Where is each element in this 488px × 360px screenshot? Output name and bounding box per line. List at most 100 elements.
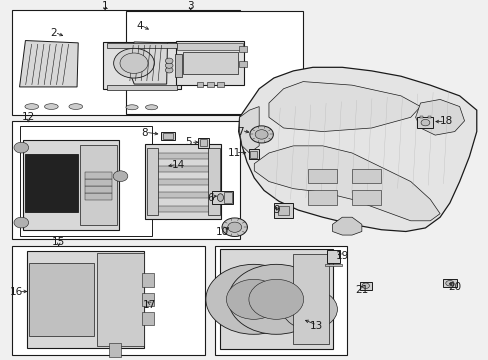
Text: 5: 5 [184, 137, 191, 147]
Bar [177, 44, 243, 50]
Bar [326, 250, 340, 263]
Bar [102, 42, 181, 89]
Bar [145, 144, 221, 219]
Circle shape [205, 264, 301, 334]
Ellipse shape [25, 104, 39, 109]
Bar [183, 52, 237, 74]
Circle shape [420, 120, 429, 126]
Bar [12, 246, 205, 355]
Bar [427, 116, 430, 118]
Bar [106, 85, 177, 90]
Bar [419, 116, 422, 118]
Bar [163, 133, 173, 139]
Bar [23, 140, 118, 230]
Bar [85, 179, 112, 186]
Bar [176, 41, 244, 85]
Circle shape [282, 289, 337, 329]
Bar [20, 126, 151, 236]
Circle shape [14, 217, 29, 228]
Circle shape [120, 53, 148, 73]
Bar [142, 312, 153, 325]
Bar [239, 61, 247, 67]
Bar [417, 117, 433, 128]
Text: 4: 4 [136, 21, 142, 31]
Ellipse shape [217, 194, 223, 202]
Bar [149, 206, 217, 212]
Bar [149, 153, 217, 159]
Bar [199, 139, 207, 147]
Ellipse shape [44, 104, 58, 109]
Bar [149, 192, 217, 198]
Bar [351, 190, 381, 205]
Bar [442, 279, 456, 287]
Text: 21: 21 [354, 285, 368, 296]
Ellipse shape [361, 283, 369, 288]
Bar [109, 343, 121, 357]
Circle shape [113, 48, 154, 78]
Text: 9: 9 [272, 205, 279, 215]
Bar [85, 186, 112, 193]
Circle shape [228, 264, 324, 334]
Circle shape [14, 142, 29, 153]
Circle shape [222, 218, 247, 237]
Bar [325, 264, 341, 266]
Text: 19: 19 [335, 252, 348, 261]
Bar [248, 149, 258, 159]
Bar [149, 179, 217, 185]
Circle shape [113, 171, 127, 181]
Ellipse shape [445, 280, 453, 286]
Bar [29, 263, 94, 336]
Ellipse shape [145, 105, 157, 110]
Bar [147, 148, 158, 215]
Bar [161, 131, 175, 140]
Bar [85, 172, 112, 179]
Bar [239, 46, 247, 52]
Text: 8: 8 [141, 129, 147, 138]
Bar [27, 251, 144, 347]
Bar [174, 54, 182, 77]
Text: 14: 14 [171, 161, 185, 171]
Bar [25, 154, 78, 212]
Text: 3: 3 [187, 1, 194, 10]
Polygon shape [415, 99, 464, 135]
Polygon shape [238, 67, 476, 231]
Bar [220, 249, 332, 349]
Bar [142, 293, 153, 306]
Bar [307, 190, 337, 205]
Circle shape [226, 279, 281, 319]
Text: 13: 13 [309, 321, 323, 331]
Bar [80, 145, 117, 225]
Bar [97, 253, 144, 346]
Text: 12: 12 [21, 112, 35, 122]
Bar [126, 11, 303, 114]
Bar [198, 138, 208, 148]
Ellipse shape [126, 105, 138, 110]
Text: 17: 17 [142, 300, 156, 310]
Circle shape [227, 222, 241, 232]
Bar [307, 169, 337, 183]
Text: 6: 6 [206, 193, 213, 203]
Text: 10: 10 [215, 226, 228, 237]
Bar [351, 169, 381, 183]
Text: 20: 20 [447, 282, 460, 292]
Text: 2: 2 [50, 28, 57, 39]
Bar [215, 246, 346, 355]
Circle shape [248, 279, 303, 319]
Circle shape [165, 58, 173, 64]
Text: 16: 16 [10, 287, 23, 297]
Bar [106, 43, 177, 48]
Bar [142, 273, 153, 287]
Bar [149, 166, 217, 172]
Circle shape [255, 130, 267, 139]
Bar [212, 191, 232, 204]
Circle shape [249, 126, 273, 143]
Text: 11: 11 [227, 148, 241, 158]
Bar [277, 206, 289, 215]
Bar [217, 82, 224, 87]
Bar [359, 282, 371, 290]
Bar [208, 148, 219, 215]
Bar [273, 203, 293, 217]
Bar [12, 10, 239, 116]
Polygon shape [254, 146, 439, 221]
Circle shape [165, 67, 173, 73]
